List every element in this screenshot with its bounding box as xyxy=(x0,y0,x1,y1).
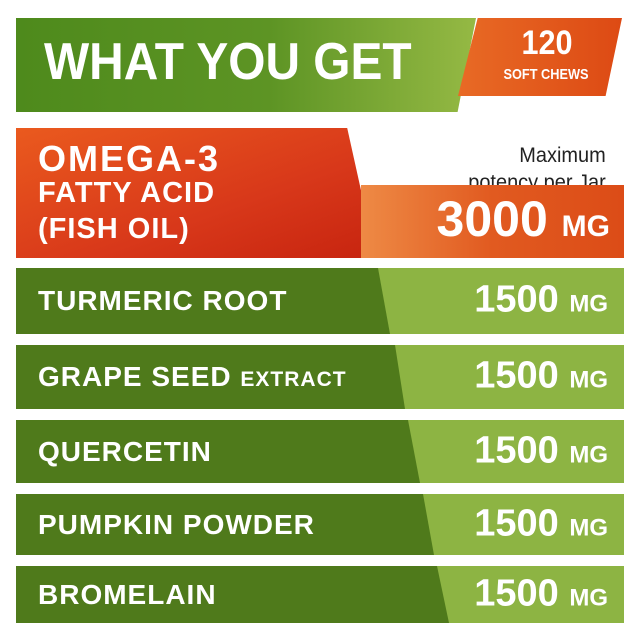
omega-source: (FISH OIL) xyxy=(38,213,190,245)
ingredient-row: GRAPE SEED EXTRACT 1500 MG xyxy=(16,345,624,409)
amount-unit: MG xyxy=(569,290,608,318)
badge-label: SOFT CHEWS xyxy=(503,66,589,83)
ingredient-row: BROMELAIN 1500 MG xyxy=(16,566,624,623)
ingredient-name: TURMERIC ROOT xyxy=(38,285,287,317)
omega-panel xyxy=(16,128,376,258)
ingredient-row: PUMPKIN POWDER 1500 MG xyxy=(16,494,624,555)
omega-title: OMEGA-3 xyxy=(38,138,221,179)
ingredient-label: BROMELAIN xyxy=(38,578,217,610)
ingredient-name: PUMPKIN POWDER xyxy=(38,509,315,541)
ingredient-name: GRAPE SEED EXTRACT xyxy=(38,361,347,393)
amount-unit: MG xyxy=(569,441,608,469)
page-title: WHAT YOU GET xyxy=(44,33,412,91)
ingredient-name: BROMELAIN xyxy=(38,579,217,611)
ingredient-label: TURMERIC ROOT xyxy=(38,285,288,316)
amount-unit: MG xyxy=(569,366,608,394)
name-panel xyxy=(16,566,449,623)
header-banner xyxy=(16,18,476,112)
name-panel xyxy=(16,345,405,409)
ingredient-label: QUERCETIN xyxy=(38,435,212,467)
ingredient-label: GRAPE SEED xyxy=(38,361,232,392)
name-panel xyxy=(16,494,434,555)
ingredient-row: TURMERIC ROOT 1500 MG xyxy=(16,268,624,334)
omega-dose: 3000 MG xyxy=(437,190,610,248)
ingredient-amount: 1500 MG xyxy=(474,572,608,615)
amount-value: 1500 xyxy=(474,502,559,545)
omega-dose-box xyxy=(361,185,624,258)
potency-line-1: Maximum xyxy=(519,144,606,167)
amount-value: 1500 xyxy=(474,429,559,472)
ingredient-amount: 1500 MG xyxy=(474,429,608,472)
ingredient-row: QUERCETIN 1500 MG xyxy=(16,420,624,483)
ingredient-name: QUERCETIN xyxy=(38,436,212,468)
omega-unit: MG xyxy=(561,210,610,243)
name-panel xyxy=(16,420,420,483)
ingredient-amount: 1500 MG xyxy=(474,355,608,398)
ingredient-suffix: EXTRACT xyxy=(240,368,347,391)
omega-amount: 3000 xyxy=(436,191,548,247)
name-panel xyxy=(16,268,390,334)
amount-value: 1500 xyxy=(474,354,559,397)
amount-value: 1500 xyxy=(474,278,559,321)
count-badge xyxy=(458,18,622,96)
ingredient-amount: 1500 MG xyxy=(474,502,608,545)
omega-subtitle: FATTY ACID xyxy=(38,177,216,209)
ingredient-label: PUMPKIN POWDER xyxy=(38,508,315,540)
amount-value: 1500 xyxy=(474,572,559,615)
amount-unit: MG xyxy=(569,584,608,612)
ingredient-amount: 1500 MG xyxy=(474,279,608,322)
badge-count: 120 xyxy=(521,24,573,62)
amount-unit: MG xyxy=(569,514,608,542)
